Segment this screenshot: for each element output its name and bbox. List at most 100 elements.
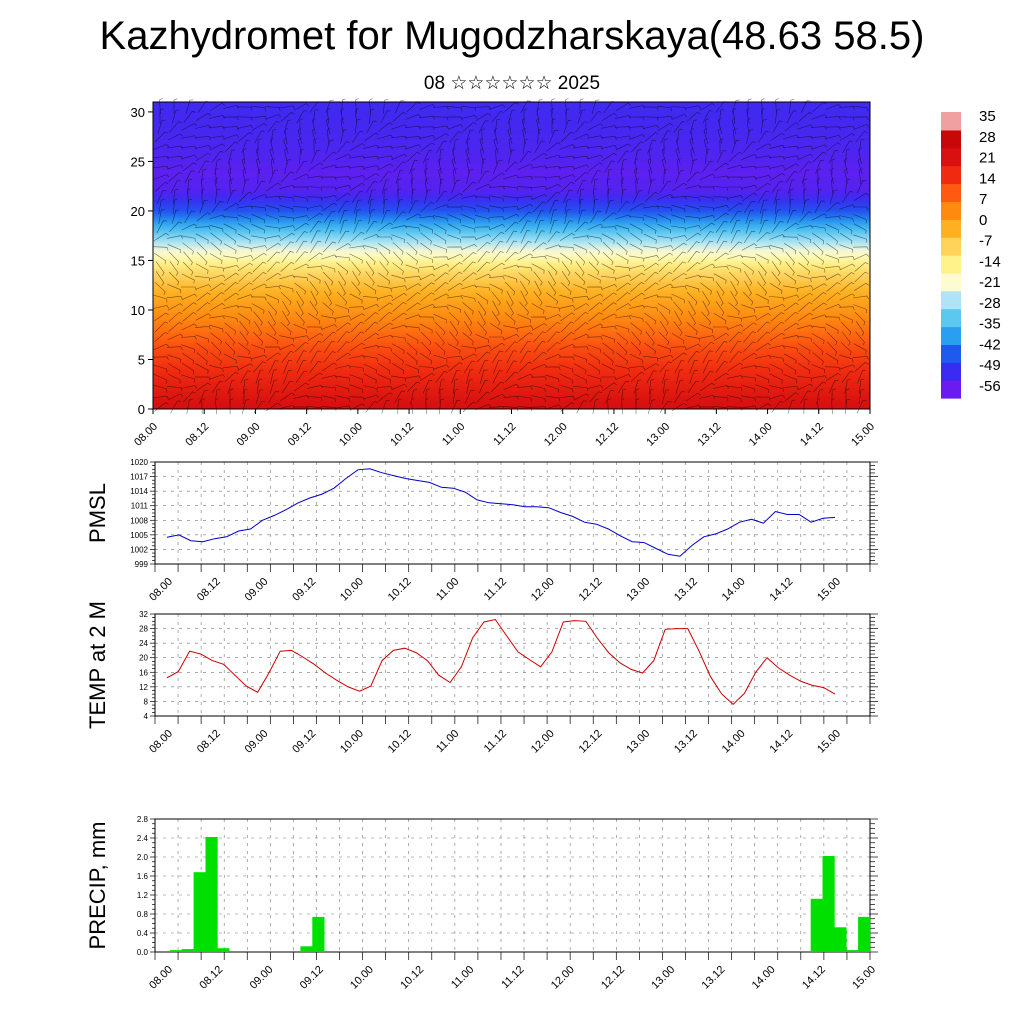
wind-barb (644, 271, 659, 283)
wind-barb (522, 138, 529, 154)
wind-barb (617, 380, 630, 394)
wind-barb (335, 153, 352, 161)
wind-barb (755, 313, 771, 321)
wind-barb (601, 233, 615, 244)
wind-barb (378, 302, 393, 312)
wind-barb (195, 284, 212, 290)
wind-barb (643, 205, 659, 210)
wind-barb (726, 176, 743, 181)
wind-barb (436, 140, 448, 154)
wind-barb (351, 261, 361, 276)
wind-barb (674, 360, 685, 374)
wind-barb (731, 99, 740, 114)
wind-barb (789, 198, 794, 215)
wind-barb (769, 173, 785, 181)
wind-barb (506, 290, 514, 306)
wind-barb (615, 224, 630, 233)
wind-barb (575, 121, 589, 133)
wind-barb (172, 188, 179, 204)
wind-barb (251, 303, 265, 314)
wind-barb (349, 175, 366, 179)
wind-barb (340, 129, 347, 144)
wind-barb (690, 148, 694, 164)
wind-barb (495, 148, 499, 165)
wind-barb (419, 135, 436, 139)
wind-barb (728, 151, 743, 162)
wind-barb (466, 369, 474, 384)
wind-barb (825, 104, 842, 110)
wind-barb (520, 280, 529, 296)
wind-barb (852, 106, 869, 112)
wind-barb (381, 179, 390, 194)
wind-barb (363, 245, 378, 253)
wind-barb (797, 285, 814, 289)
wind-barb (518, 361, 533, 373)
wind-barb (224, 341, 236, 356)
wind-barb (825, 254, 840, 263)
wind-barb (490, 381, 505, 393)
wind-barb (492, 300, 500, 316)
wind-barb (461, 345, 476, 352)
wind-barb (491, 240, 504, 253)
wind-barb (420, 232, 432, 245)
wind-barb (507, 109, 516, 124)
wind-barb (283, 137, 289, 154)
wind-barb (797, 145, 813, 150)
wind-barb (171, 209, 180, 224)
wind-barb (853, 234, 868, 243)
wind-barb (284, 148, 288, 164)
wind-barb (194, 226, 211, 230)
x-tick-label: 12.00 (529, 576, 557, 604)
wind-barb (264, 346, 281, 351)
wind-barb (754, 166, 771, 170)
wind-barb (700, 222, 715, 232)
wind-barb (196, 382, 211, 392)
y-tick-label: 1002 (130, 545, 148, 554)
wind-barb (253, 311, 263, 326)
wind-barb (265, 214, 279, 223)
wind-barb (784, 272, 797, 285)
wind-barb (446, 246, 463, 251)
wind-barb (462, 302, 474, 315)
wind-barb (490, 262, 505, 272)
wind-barb (251, 193, 268, 200)
wind-barb (461, 115, 478, 119)
wind-barb (354, 108, 359, 125)
wind-barb (350, 231, 365, 242)
wind-barb (755, 245, 771, 250)
wind-barb (296, 350, 307, 364)
wind-barb (167, 133, 184, 141)
wind-barb (699, 395, 716, 399)
wind-barb (238, 132, 253, 142)
wind-barb (251, 245, 268, 249)
wind-barb (677, 158, 681, 175)
wind-barb (322, 271, 334, 286)
wind-barb (605, 390, 614, 404)
wind-barb (211, 380, 224, 393)
wind-barb (255, 157, 261, 174)
wind-barb (153, 294, 168, 303)
y-tick-label: 2.4 (137, 834, 149, 843)
wind-barb (406, 342, 418, 356)
wind-barb (377, 155, 393, 159)
wind-barb (475, 183, 492, 191)
wind-barb (322, 362, 337, 372)
wind-barb (661, 147, 667, 164)
wind-barb (729, 340, 742, 353)
wind-barb (379, 171, 392, 183)
wind-barb (405, 232, 419, 245)
colorbar-segment (941, 112, 961, 131)
wind-barb (689, 370, 698, 384)
wind-barb (769, 355, 784, 362)
wind-barb (645, 321, 655, 336)
x-tick-label: 09.12 (290, 576, 318, 604)
wind-barb (438, 157, 442, 174)
wind-barb (351, 281, 361, 296)
wind-barb (649, 148, 653, 165)
wind-barb (152, 246, 169, 251)
wind-barb (479, 137, 485, 154)
wind-barb (155, 271, 165, 286)
wind-barb (167, 373, 181, 384)
wind-barb (573, 243, 587, 254)
wind-barb (396, 199, 403, 214)
